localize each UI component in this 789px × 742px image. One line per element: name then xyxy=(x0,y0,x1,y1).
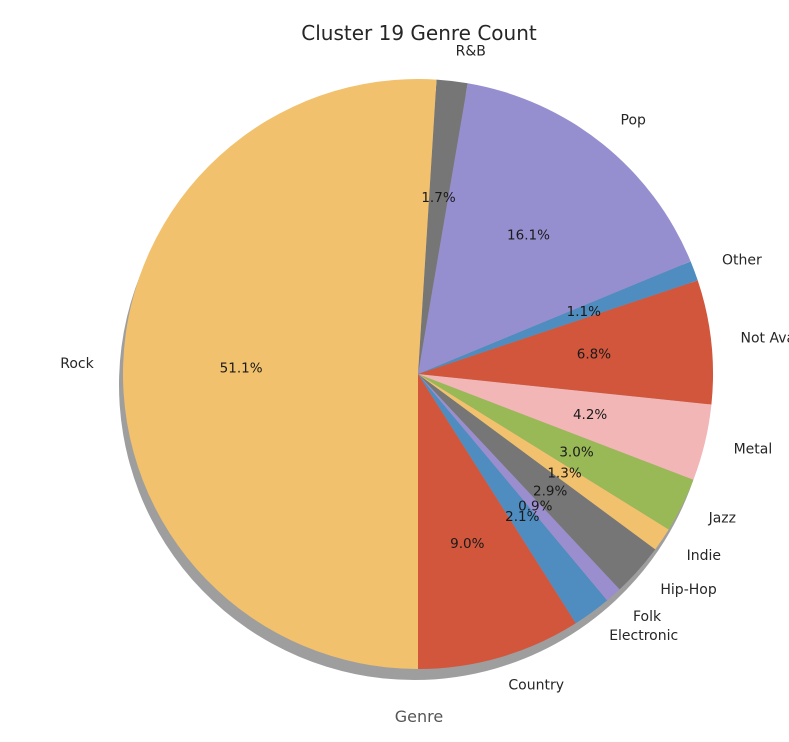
percent-label-not-available: 6.8% xyxy=(577,347,611,363)
percent-label-indie: 1.3% xyxy=(547,465,581,481)
slice-other xyxy=(418,261,698,374)
slice-electronic xyxy=(418,374,608,624)
percent-label-metal: 4.2% xyxy=(573,407,607,423)
percent-label-pop: 16.1% xyxy=(507,228,550,244)
slice-country xyxy=(418,374,576,669)
chart-title: Cluster 19 Genre Count xyxy=(301,21,537,45)
slice-pop xyxy=(418,83,691,374)
category-label-country: Country xyxy=(508,678,564,694)
category-label-other: Other xyxy=(722,253,762,269)
percent-label-folk: 0.9% xyxy=(518,499,552,515)
slice-indie xyxy=(418,374,669,550)
percent-label-country: 9.0% xyxy=(450,536,484,552)
slice-not-available xyxy=(418,280,713,405)
pie-slices xyxy=(122,78,713,669)
slice-metal xyxy=(418,374,712,480)
percent-label-jazz: 3.0% xyxy=(559,445,593,461)
category-label-indie: Indie xyxy=(687,548,721,564)
category-label-hip-hop: Hip-Hop xyxy=(660,582,716,598)
category-label-jazz: Jazz xyxy=(708,510,736,526)
category-label-electronic: Electronic xyxy=(609,628,678,644)
percent-label-r-b: 1.7% xyxy=(421,190,455,206)
pie-labels: Country 9.0% Electronic 2.1% Folk 0.9% Hip-Hop… xyxy=(60,44,789,694)
category-label-metal: Metal xyxy=(734,442,773,458)
percent-label-other: 1.1% xyxy=(567,304,601,320)
category-label-folk: Folk xyxy=(633,609,662,625)
slice-folk xyxy=(418,374,620,601)
slice-r-b xyxy=(418,79,468,374)
slice-hip-hop xyxy=(418,374,656,590)
percent-label-hip-hop: 2.9% xyxy=(533,484,567,500)
percent-label-electronic: 2.1% xyxy=(505,509,539,525)
category-label-not-available: Not Available xyxy=(741,331,789,347)
category-label-pop: Pop xyxy=(621,113,647,129)
slice-rock xyxy=(122,78,437,669)
category-label-rock: Rock xyxy=(60,356,94,372)
x-axis-label: Genre xyxy=(395,707,443,726)
category-label-r-b: R&B xyxy=(456,44,486,60)
slice-jazz xyxy=(418,374,694,530)
percent-label-rock: 51.1% xyxy=(220,361,263,377)
